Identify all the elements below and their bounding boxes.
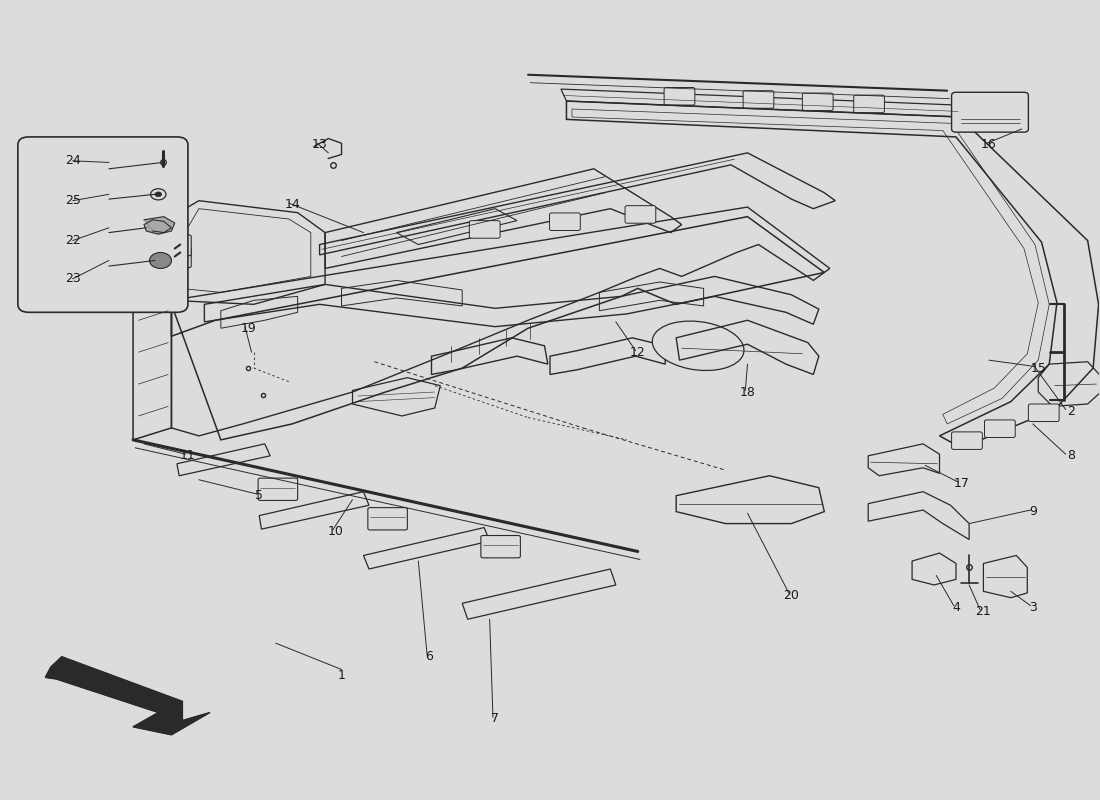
Circle shape	[150, 253, 172, 269]
Text: 15: 15	[1031, 362, 1046, 374]
Text: 19: 19	[241, 322, 256, 334]
FancyBboxPatch shape	[664, 87, 695, 105]
FancyBboxPatch shape	[367, 508, 407, 530]
Text: 23: 23	[65, 272, 80, 286]
Text: 9: 9	[1028, 505, 1036, 518]
Text: 14: 14	[284, 198, 300, 211]
Text: 12: 12	[630, 346, 646, 358]
Ellipse shape	[652, 321, 744, 370]
Text: 16: 16	[981, 138, 997, 151]
Text: 7: 7	[491, 712, 499, 726]
FancyBboxPatch shape	[481, 535, 520, 558]
Text: 1: 1	[338, 669, 345, 682]
Text: 6: 6	[426, 650, 433, 663]
Text: 22: 22	[65, 234, 80, 247]
Text: 25: 25	[65, 194, 80, 207]
Text: 13: 13	[311, 138, 328, 151]
FancyBboxPatch shape	[167, 235, 191, 256]
FancyBboxPatch shape	[470, 221, 500, 238]
Text: 5: 5	[255, 489, 263, 502]
Text: 21: 21	[976, 605, 991, 618]
Polygon shape	[45, 657, 210, 735]
Text: 4: 4	[952, 601, 960, 614]
FancyBboxPatch shape	[854, 95, 884, 113]
Text: 18: 18	[739, 386, 756, 398]
FancyBboxPatch shape	[802, 93, 833, 110]
FancyBboxPatch shape	[167, 247, 191, 268]
FancyBboxPatch shape	[18, 137, 188, 312]
FancyBboxPatch shape	[952, 432, 982, 450]
Text: 11: 11	[180, 450, 196, 462]
FancyBboxPatch shape	[258, 478, 298, 501]
FancyBboxPatch shape	[744, 90, 773, 108]
FancyBboxPatch shape	[984, 420, 1015, 438]
Text: 24: 24	[65, 154, 80, 167]
FancyBboxPatch shape	[550, 213, 581, 230]
Text: 10: 10	[328, 525, 344, 538]
Text: 17: 17	[954, 478, 969, 490]
Text: 20: 20	[783, 589, 800, 602]
Circle shape	[155, 192, 162, 197]
Polygon shape	[144, 217, 175, 234]
FancyBboxPatch shape	[952, 92, 1028, 132]
FancyBboxPatch shape	[625, 206, 656, 223]
Text: 3: 3	[1028, 601, 1036, 614]
Text: 2: 2	[1067, 406, 1075, 418]
FancyBboxPatch shape	[1028, 404, 1059, 422]
Text: 8: 8	[1067, 450, 1075, 462]
